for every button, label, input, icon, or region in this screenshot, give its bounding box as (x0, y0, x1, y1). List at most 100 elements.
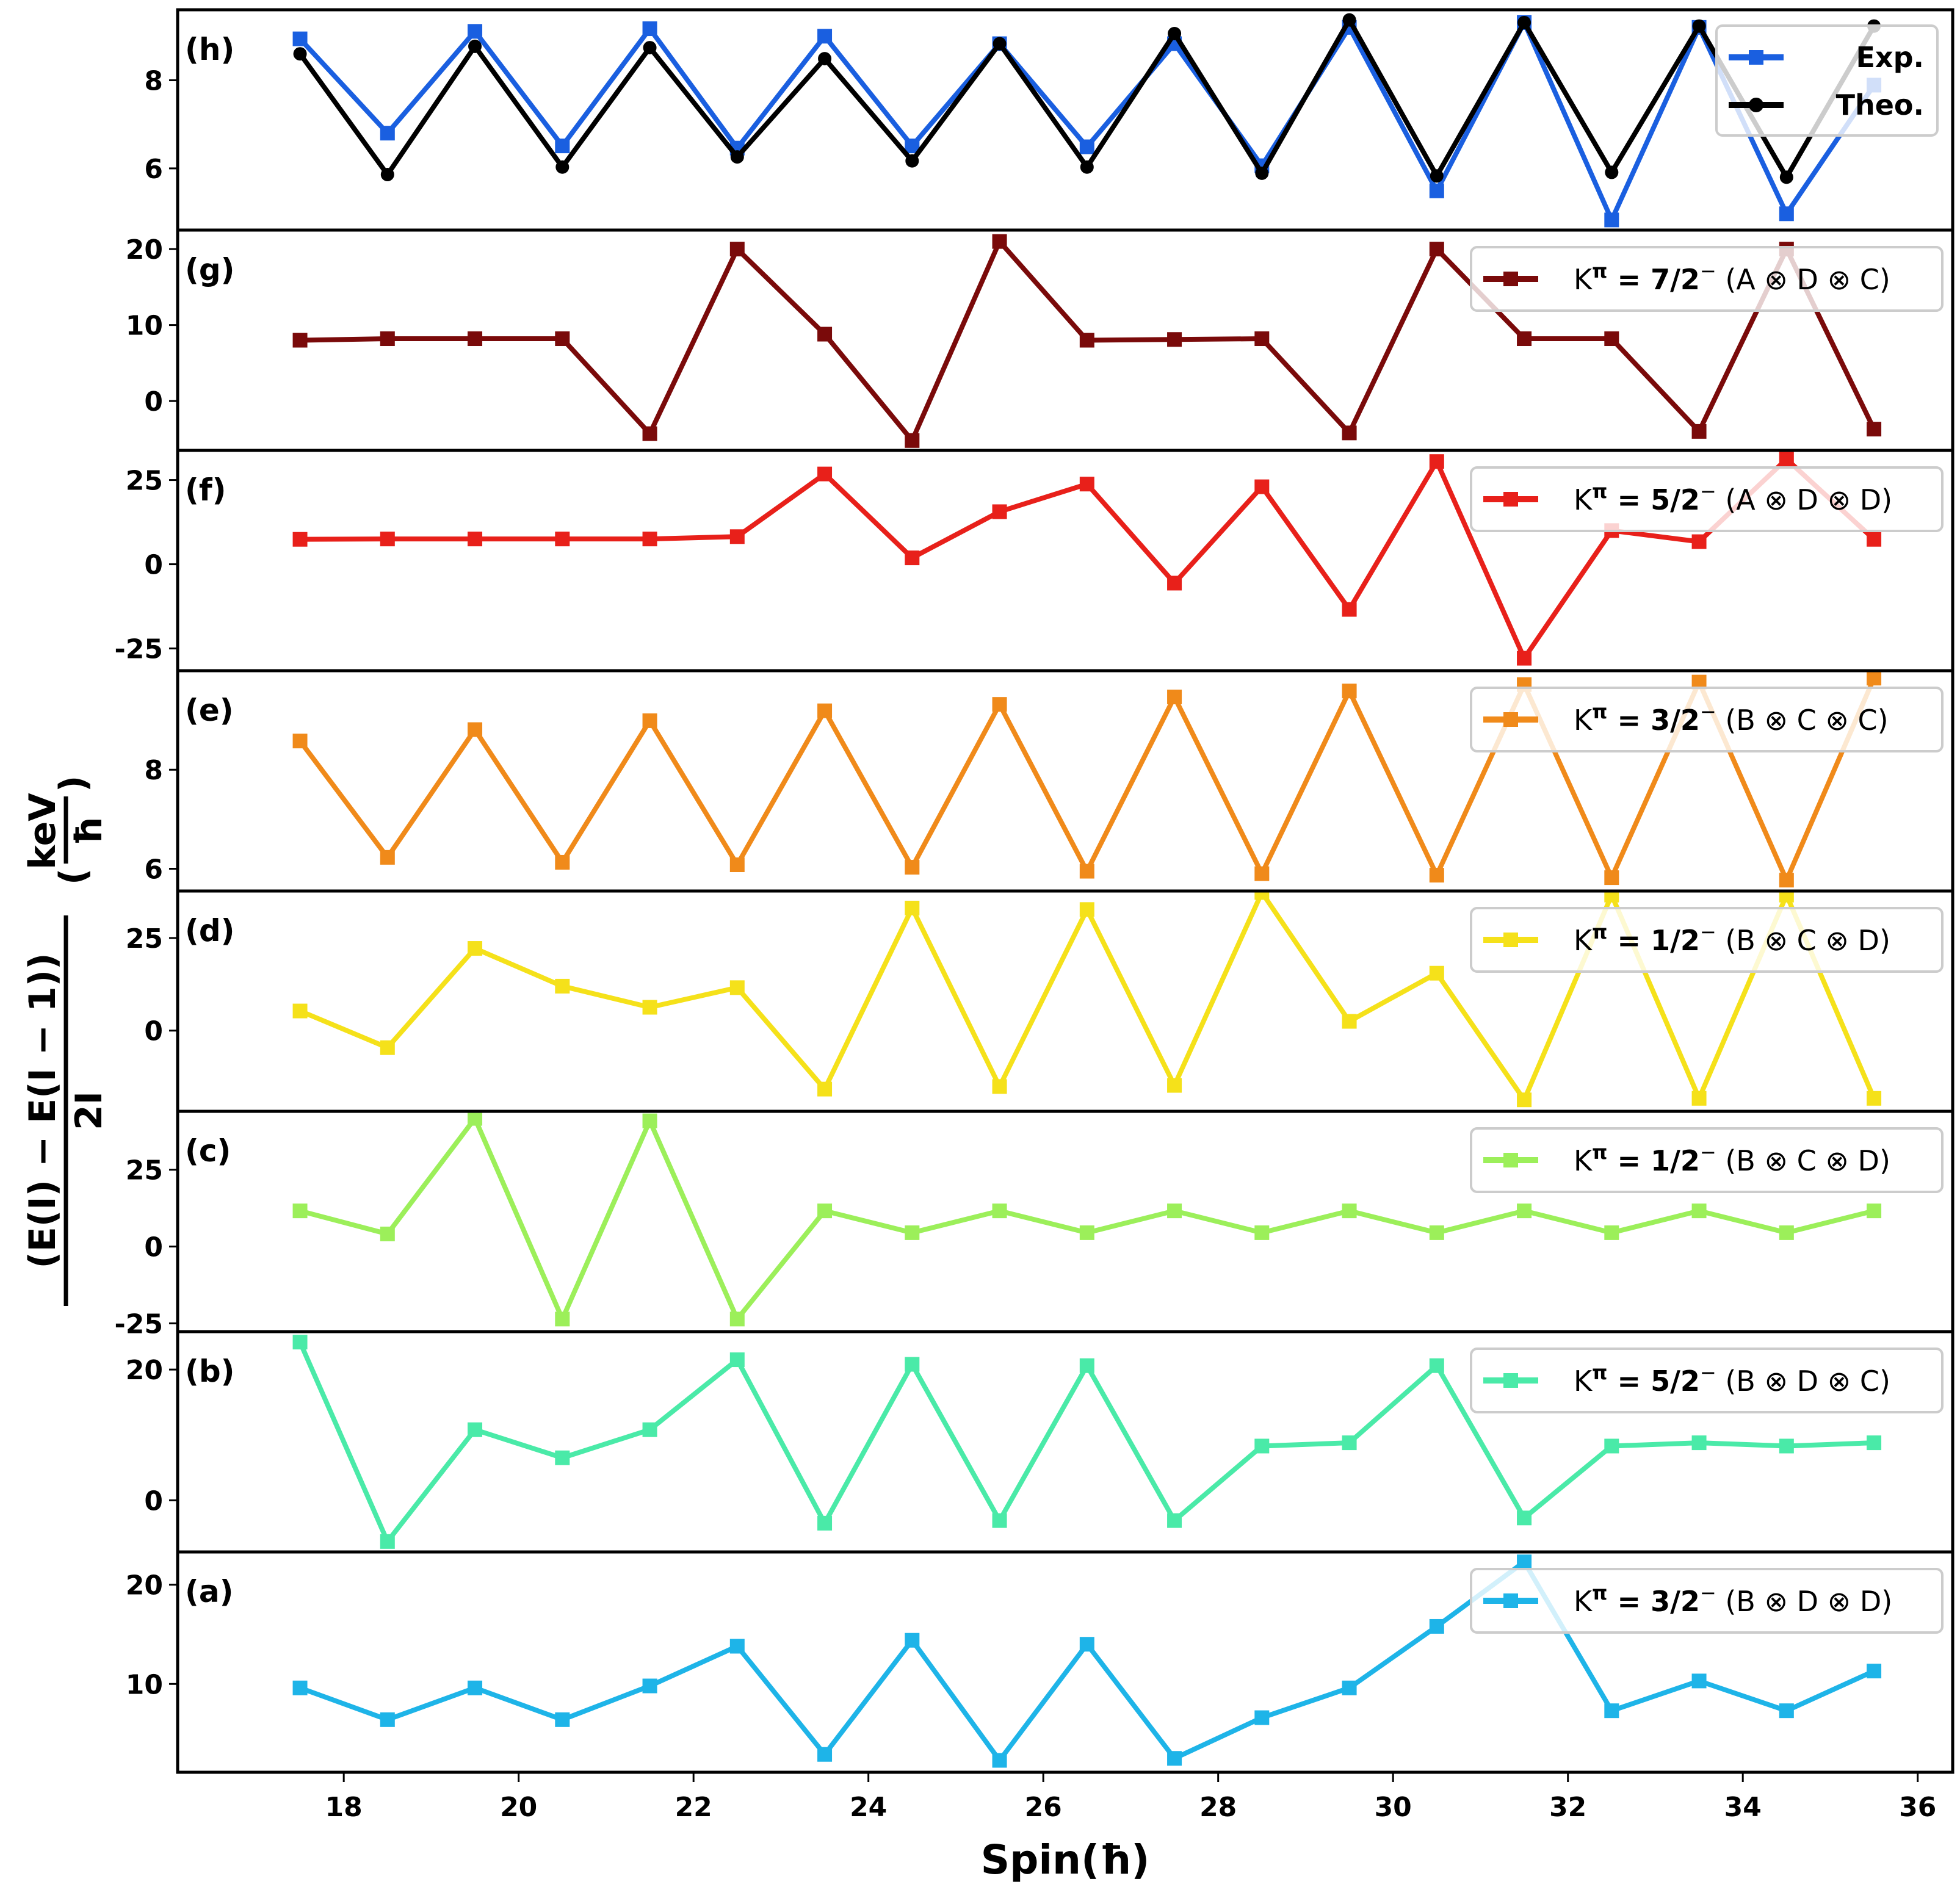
panel-c: -25 0 25 (c) Kπ = 1/2− (B ⊗ C ⊗ D) (115, 1109, 1955, 1340)
legend-label-sup: π (1592, 1581, 1607, 1604)
data-point (1779, 1703, 1794, 1719)
data-point (1254, 891, 1270, 900)
panel-label: (d) (185, 913, 235, 948)
x-tick-label: 26 (1025, 1792, 1062, 1823)
data-point (292, 333, 308, 348)
data-point (1342, 1014, 1357, 1029)
data-point (1779, 1438, 1794, 1454)
panel-h: 6 8 (h) Exp. Theo. (144, 8, 1955, 232)
data-point (555, 854, 570, 870)
x-tick-label: 32 (1549, 1792, 1586, 1823)
legend-box (1470, 1348, 1944, 1413)
data-point (1867, 1664, 1882, 1679)
data-point (643, 41, 657, 55)
legend-label-sign: − (1700, 1361, 1716, 1384)
data-point (1079, 1358, 1094, 1373)
y-tick-label: 25 (126, 466, 163, 497)
x-tick-label: 18 (325, 1792, 363, 1823)
legend-label-sup: π (1592, 259, 1607, 283)
legend-label-eq: = (1607, 1585, 1651, 1618)
y-tick-label: 0 (144, 386, 163, 417)
y-tick-label: 20 (126, 234, 163, 265)
data-point (642, 532, 657, 547)
data-point (1167, 689, 1182, 704)
data-point (555, 978, 570, 994)
legend-entry-label: Theo. (1836, 88, 1924, 121)
legend-box (1470, 907, 1944, 973)
legend-box (1470, 1568, 1944, 1634)
legend-label-rest: (A ⊗ D ⊗ C) (1716, 263, 1890, 296)
data-point (292, 734, 308, 749)
series-group (292, 891, 1882, 1108)
data-point (1691, 1091, 1707, 1106)
data-point (1254, 1710, 1270, 1725)
y-tick-label: 0 (144, 1485, 163, 1517)
data-point (555, 160, 570, 174)
data-point (1779, 452, 1794, 467)
data-point (817, 703, 833, 718)
legend-label-rest: (A ⊗ D ⊗ D) (1716, 483, 1892, 516)
y-tick-label: 25 (126, 923, 163, 954)
data-point (905, 1633, 920, 1648)
data-point (555, 532, 570, 547)
y-tick-label: 20 (126, 1570, 163, 1601)
y-tick-label: 0 (144, 1016, 163, 1047)
y-tick-label: 8 (144, 755, 163, 786)
data-point (1167, 1513, 1182, 1528)
data-point (1254, 1225, 1270, 1240)
legend-label-prefix: K (1574, 483, 1593, 516)
data-point (468, 24, 483, 39)
legend-swatch-marker (1503, 1593, 1518, 1608)
data-point (380, 850, 395, 865)
data-point (993, 37, 1007, 51)
data-point (905, 1357, 920, 1372)
legend-label-sup: π (1592, 700, 1607, 723)
data-point (1167, 575, 1182, 591)
legend-label-sign: − (1700, 259, 1716, 283)
y-tick-label: 0 (144, 550, 163, 581)
legend-box (1470, 466, 1944, 532)
panel-e: 6 8 (e) Kπ = 3/2− (B ⊗ C ⊗ C) (144, 669, 1955, 893)
y-axis-unit-open-paren: ( (52, 868, 95, 885)
legend-box (1470, 1127, 1944, 1193)
panel-label: (f) (185, 472, 226, 508)
legend-label-bold: 5/2 (1651, 483, 1700, 516)
data-point (380, 126, 395, 141)
data-point (1691, 1203, 1707, 1219)
x-tick-label: 24 (850, 1792, 887, 1823)
data-point (905, 900, 920, 915)
data-point (1342, 602, 1357, 617)
data-point (380, 1712, 395, 1727)
data-point (1254, 331, 1270, 347)
data-point (468, 331, 483, 347)
data-point (1429, 1225, 1444, 1240)
data-point (642, 713, 657, 728)
data-point (1429, 454, 1444, 469)
data-point (380, 532, 395, 547)
legend-swatch-marker (1749, 50, 1763, 65)
legend-entry-label: Kπ = 3/2− (B ⊗ D ⊗ D) (1574, 1581, 1892, 1618)
panel-g: 0 10 20 (g) Kπ = 7/2− (A ⊗ D ⊗ C) (126, 228, 1955, 452)
data-point (1517, 1510, 1532, 1526)
data-point (1691, 1435, 1707, 1451)
data-point (1254, 1438, 1270, 1454)
data-point (905, 154, 919, 168)
data-point (1167, 1751, 1182, 1766)
data-point (1167, 1203, 1182, 1219)
legend-label-prefix: K (1574, 1144, 1593, 1177)
legend: Exp. Theo. (1715, 24, 1939, 137)
data-point (642, 21, 657, 37)
data-point (1779, 873, 1794, 888)
legend-label-eq: = (1607, 924, 1651, 957)
data-point (817, 29, 833, 44)
data-point (1604, 1703, 1619, 1719)
data-point (1168, 26, 1182, 40)
data-point (380, 1040, 395, 1055)
data-point (380, 1534, 395, 1549)
legend-label-eq: = (1607, 1365, 1651, 1398)
legend-label-eq: = (1607, 263, 1651, 296)
y-axis-unit-numerator: keV (21, 793, 64, 870)
legend-label-rest: (B ⊗ C ⊗ D) (1716, 1144, 1890, 1177)
legend-label-bold: 1/2 (1651, 924, 1700, 957)
data-point (729, 980, 745, 995)
